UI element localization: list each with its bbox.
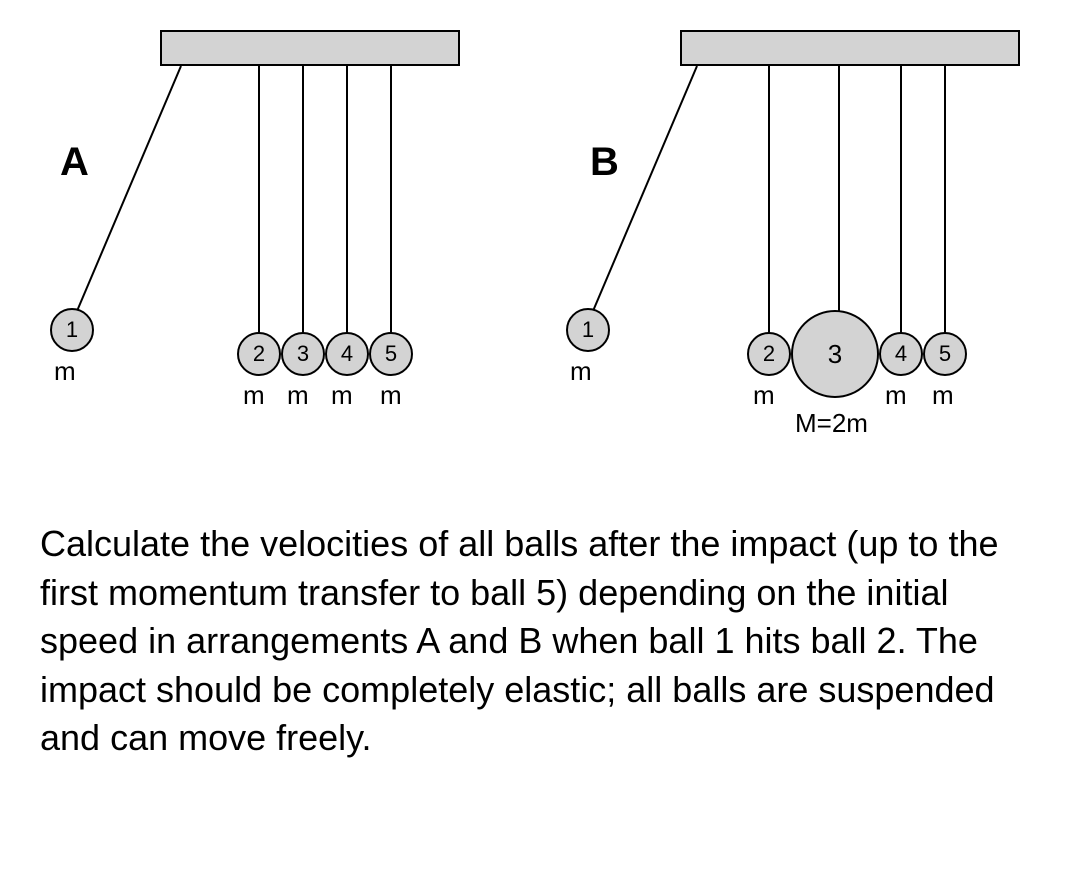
- mass-b-4: m: [885, 380, 907, 411]
- ball-a-5: 5: [369, 332, 413, 376]
- ball-a-3: 3: [281, 332, 325, 376]
- ball-b-2: 2: [747, 332, 791, 376]
- ball-a-1: 1: [50, 308, 94, 352]
- ball-num: 5: [385, 341, 397, 367]
- ball-b-4: 4: [879, 332, 923, 376]
- string-a-2: [258, 66, 260, 336]
- ball-num: 1: [582, 317, 594, 343]
- cradle-a: A 1 m 2 m 3 m 4 m 5 m: [40, 20, 510, 460]
- ball-num: 2: [763, 341, 775, 367]
- support-bar-a: [160, 30, 460, 66]
- mass-b-5: m: [932, 380, 954, 411]
- ball-num: 2: [253, 341, 265, 367]
- ball-num: 4: [341, 341, 353, 367]
- ball-num: 1: [66, 317, 78, 343]
- question-text: Calculate the velocities of all balls af…: [0, 500, 1080, 803]
- string-a-1: [69, 66, 182, 329]
- mass-a-1: m: [54, 356, 76, 387]
- ball-a-2: 2: [237, 332, 281, 376]
- mass-a-5: m: [380, 380, 402, 411]
- ball-num: 5: [939, 341, 951, 367]
- string-b-4: [900, 66, 902, 336]
- letter-a: A: [60, 140, 89, 185]
- mass-b-1: m: [570, 356, 592, 387]
- ball-b-1: 1: [566, 308, 610, 352]
- ball-num: 3: [297, 341, 309, 367]
- ball-num: 3: [828, 339, 842, 370]
- mass-a-2: m: [243, 380, 265, 411]
- ball-b-3: 3: [791, 310, 879, 398]
- string-a-3: [302, 66, 304, 336]
- support-bar-b: [680, 30, 1020, 66]
- mass-b-2: m: [753, 380, 775, 411]
- letter-b: B: [590, 140, 619, 185]
- ball-b-5: 5: [923, 332, 967, 376]
- string-b-2: [768, 66, 770, 336]
- ball-a-4: 4: [325, 332, 369, 376]
- mass-b-3-big: M=2m: [795, 408, 868, 439]
- string-a-5: [390, 66, 392, 336]
- mass-a-3: m: [287, 380, 309, 411]
- string-b-5: [944, 66, 946, 336]
- mass-a-4: m: [331, 380, 353, 411]
- diagram-container: A 1 m 2 m 3 m 4 m 5 m B: [0, 0, 1080, 500]
- ball-num: 4: [895, 341, 907, 367]
- string-b-3: [838, 66, 840, 316]
- cradle-b: B 1 m 2 m 3 M=2m 4 m 5 m: [570, 20, 1040, 460]
- string-a-4: [346, 66, 348, 336]
- string-b-1: [585, 66, 698, 329]
